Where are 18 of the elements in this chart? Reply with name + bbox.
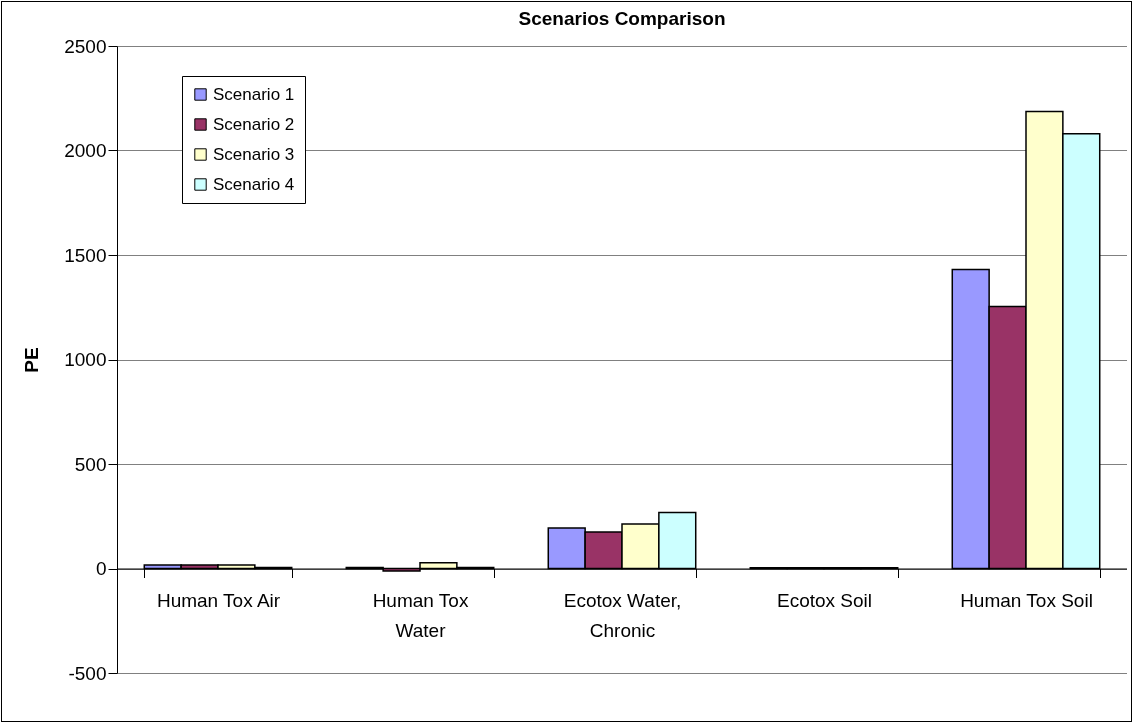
- y-tick-label: 1500: [64, 244, 107, 266]
- x-tick-label: Human Tox Soil: [960, 590, 1093, 611]
- legend-label: Scenario 1: [213, 84, 295, 104]
- legend-label: Scenario 3: [213, 144, 295, 164]
- x-tick-label: Ecotox Soil: [776, 590, 873, 611]
- y-tick-label: 2500: [64, 35, 107, 57]
- y-tick-label: 1000: [64, 349, 107, 370]
- x-tick-label: Ecotox Water, Chronic: [563, 590, 682, 641]
- y-tick-label: -500: [68, 662, 107, 684]
- y-tick-label: 500: [74, 453, 107, 475]
- y-axis-title: PE: [21, 347, 43, 373]
- y-tick-label: 0: [95, 558, 107, 579]
- x-tick-label: Human Tox Water: [372, 590, 469, 641]
- chart-title: Scenarios Comparison: [518, 8, 726, 29]
- x-tick-label: Human Tox Air: [156, 590, 281, 611]
- legend-label: Scenario 4: [213, 174, 295, 194]
- legend-label: Scenario 2: [213, 114, 295, 134]
- y-tick-label: 2000: [64, 140, 107, 161]
